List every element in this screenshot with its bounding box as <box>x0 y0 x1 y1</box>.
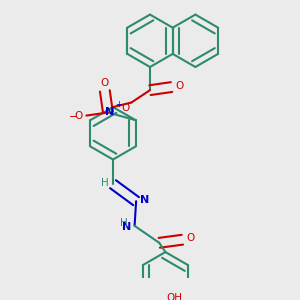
Text: −: − <box>69 112 79 122</box>
Text: O: O <box>74 111 83 121</box>
Text: O: O <box>186 233 194 244</box>
Text: N: N <box>122 222 131 233</box>
Text: +: + <box>115 100 122 109</box>
Text: H: H <box>120 218 128 228</box>
Text: O: O <box>101 78 109 88</box>
Text: N: N <box>105 107 114 118</box>
Text: O: O <box>175 81 184 91</box>
Text: OH: OH <box>167 292 183 300</box>
Text: O: O <box>122 103 130 113</box>
Text: N: N <box>140 195 149 205</box>
Text: H: H <box>101 178 109 188</box>
